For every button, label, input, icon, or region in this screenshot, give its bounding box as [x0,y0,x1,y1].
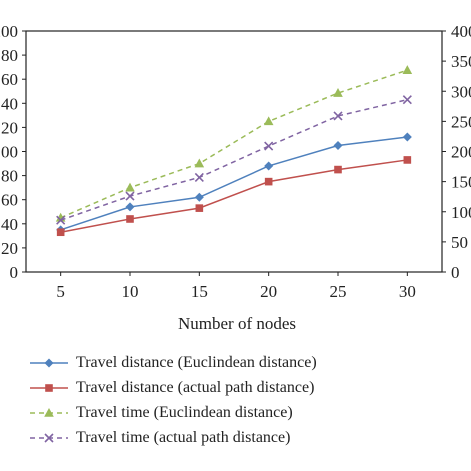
x-axis-tick-label: 15 [191,282,208,301]
data-point [194,158,205,168]
plot-area-frame [25,30,443,273]
right-axis-tick-label: 50 [451,233,468,252]
data-point [403,156,412,164]
series-line [60,136,408,231]
series-4 [56,95,412,225]
right-axis-tick-label: 100 [451,203,471,222]
right-axis-tick-label: 300 [451,82,471,101]
left-axis-tick-label: 60 [1,191,18,210]
right-axis-tick-label: 400 [451,22,471,41]
legend-label: Travel time (Euclindean distance) [76,403,293,421]
left-axis-tick-label: 180 [0,46,18,65]
data-point [333,140,343,150]
legend-swatch [30,407,68,417]
data-point [402,95,412,105]
legend: Travel distance (Euclindean distance) Tra… [28,350,317,450]
legend-item: Travel time (actual path distance) [28,425,317,450]
left-axis-tick-label: 160 [0,70,18,89]
data-point [126,215,134,223]
legend-label: Travel time (actual path distance) [76,428,291,446]
data-point [125,202,135,212]
left-axis-tick-label: 200 [0,22,18,41]
series-line [60,69,408,219]
right-axis-tick-label: 150 [451,173,471,192]
data-point [264,161,274,171]
data-point [125,191,135,201]
x-axis-label: Number of nodes [178,314,296,333]
legend-label: Travel distance (Euclindean distance) [76,353,317,371]
data-point [263,116,274,126]
right-axis-tick-label: 250 [451,112,471,131]
series-2 [56,156,412,237]
right-axis-tick-label: 350 [451,52,471,71]
legend-swatch [30,358,68,367]
series-line [60,98,408,221]
data-point [264,141,274,151]
data-point [333,111,343,121]
legend-marker [44,407,54,417]
x-axis-tick-label: 5 [56,282,65,301]
data-point [334,165,342,174]
left-axis-tick-label: 40 [1,215,18,234]
x-axis-tick-label: 20 [260,282,277,301]
right-axis-tick-label: 0 [451,263,460,282]
left-axis-tick-label: 140 [0,94,18,113]
right-axis-tick-label: 200 [451,143,471,162]
series-line [60,159,408,233]
legend-marker [44,432,54,443]
legend-item: Travel distance (actual path distance) [28,375,317,400]
legend-item: Travel distance (Euclindean distance) [28,350,317,375]
left-axis-tick-label: 100 [0,143,18,162]
data-point [56,228,65,237]
data-point [125,182,135,192]
left-axis-tick-label: 20 [1,239,18,258]
legend-marker [45,383,53,392]
left-axis-tick-label: 80 [1,167,18,186]
left-axis-tick-label: 0 [10,263,19,282]
data-point [402,65,413,74]
chart: 0 20 40 60 80 100 120 140 160 180 200 0 50 100 150 200… [0,22,471,333]
x-axis-tick-label: 10 [122,282,139,301]
series-3 [55,65,413,222]
x-axis-tick-label: 25 [330,282,347,301]
data-point [333,88,343,97]
left-axis-tick-label: 120 [0,118,18,137]
data-point [194,172,204,182]
data-point [264,177,273,186]
data-point [194,192,204,202]
data-point [56,215,66,225]
legend-marker [44,358,54,367]
legend-label: Travel distance (actual path distance) [76,378,315,396]
legend-swatch [30,383,68,392]
legend-swatch [30,432,68,443]
data-point [195,204,204,212]
data-point [402,132,412,142]
series-1 [56,132,412,235]
x-axis-tick-label: 30 [399,282,416,301]
legend-item: Travel time (Euclindean distance) [28,400,317,425]
